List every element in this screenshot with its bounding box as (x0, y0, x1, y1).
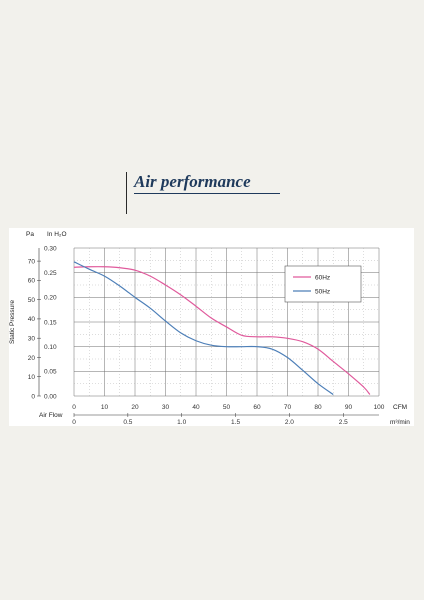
series-line-50hz (73, 261, 334, 396)
chart-panel: 0 10 20 30 40 50 60 70 0.00 0.05 0.10 0.15 0.20 0.25 0… (9, 228, 414, 426)
title-underline (134, 193, 280, 194)
pa-tick-label: 20 (28, 355, 36, 362)
inh2o-unit-label: In H₂O (47, 231, 67, 238)
cfm-tick-label: 90 (345, 404, 353, 411)
title-block: Air performance (126, 172, 286, 216)
axes (37, 248, 379, 417)
cfm-tick-label: 10 (101, 404, 109, 411)
cfm-tick-label: 40 (192, 404, 200, 411)
m3min-tick-label: 0.5 (123, 419, 132, 426)
pa-tick-label: 70 (28, 258, 36, 265)
legend: 60Hz 50Hz (284, 265, 362, 303)
cfm-unit-label: CFM (393, 404, 407, 411)
inh2o-tick-label: 0.10 (44, 344, 57, 351)
inh2o-tick-label: 0.00 (44, 393, 57, 400)
legend-box (284, 265, 362, 303)
series-line-60hz (73, 266, 371, 395)
pa-tick-label: 60 (28, 278, 36, 285)
pa-tick-label: 10 (28, 374, 36, 381)
cfm-tick-label: 60 (253, 404, 261, 411)
m3min-tick-label: 1.5 (231, 419, 240, 426)
cfm-tick-label: 30 (162, 404, 170, 411)
pa-tick-label: 50 (28, 297, 36, 304)
pa-tick-label: 0 (31, 393, 35, 400)
axis-labels: 0 10 20 30 40 50 60 70 0.00 0.05 0.10 0.15 0.20 0.25 0… (9, 231, 410, 426)
cfm-tick-label: 80 (314, 404, 322, 411)
title-divider (126, 172, 127, 214)
series-group (73, 261, 371, 396)
x-axis-title: Air Flow (39, 412, 63, 419)
cfm-tick-label: 50 (223, 404, 231, 411)
y-axis-title: Static Pressure (9, 300, 16, 344)
pa-tick-label: 30 (28, 335, 36, 342)
inh2o-tick-label: 0.20 (44, 295, 57, 302)
m3min-tick-label: 0 (72, 419, 76, 426)
m3min-tick-label: 1.0 (177, 419, 186, 426)
pa-unit-label: Pa (26, 231, 34, 238)
m3min-tick-label: 2.5 (339, 419, 348, 426)
cfm-tick-label: 70 (284, 404, 292, 411)
m3min-unit-label: m³/min (390, 419, 410, 426)
m3min-tick-label: 2.0 (285, 419, 294, 426)
air-performance-chart: 0 10 20 30 40 50 60 70 0.00 0.05 0.10 0.15 0.20 0.25 0… (9, 231, 410, 426)
inh2o-tick-label: 0.15 (44, 319, 57, 326)
page-title: Air performance (134, 172, 251, 191)
inh2o-tick-label: 0.30 (44, 245, 57, 252)
cfm-tick-label: 0 (72, 404, 76, 411)
inh2o-tick-label: 0.25 (44, 270, 57, 277)
inh2o-tick-label: 0.05 (44, 369, 57, 376)
cfm-tick-label: 20 (131, 404, 139, 411)
legend-label-60hz: 60Hz (315, 274, 330, 281)
cfm-tick-label: 100 (374, 404, 385, 411)
pa-tick-label: 40 (28, 316, 36, 323)
legend-label-50hz: 50Hz (315, 288, 330, 295)
